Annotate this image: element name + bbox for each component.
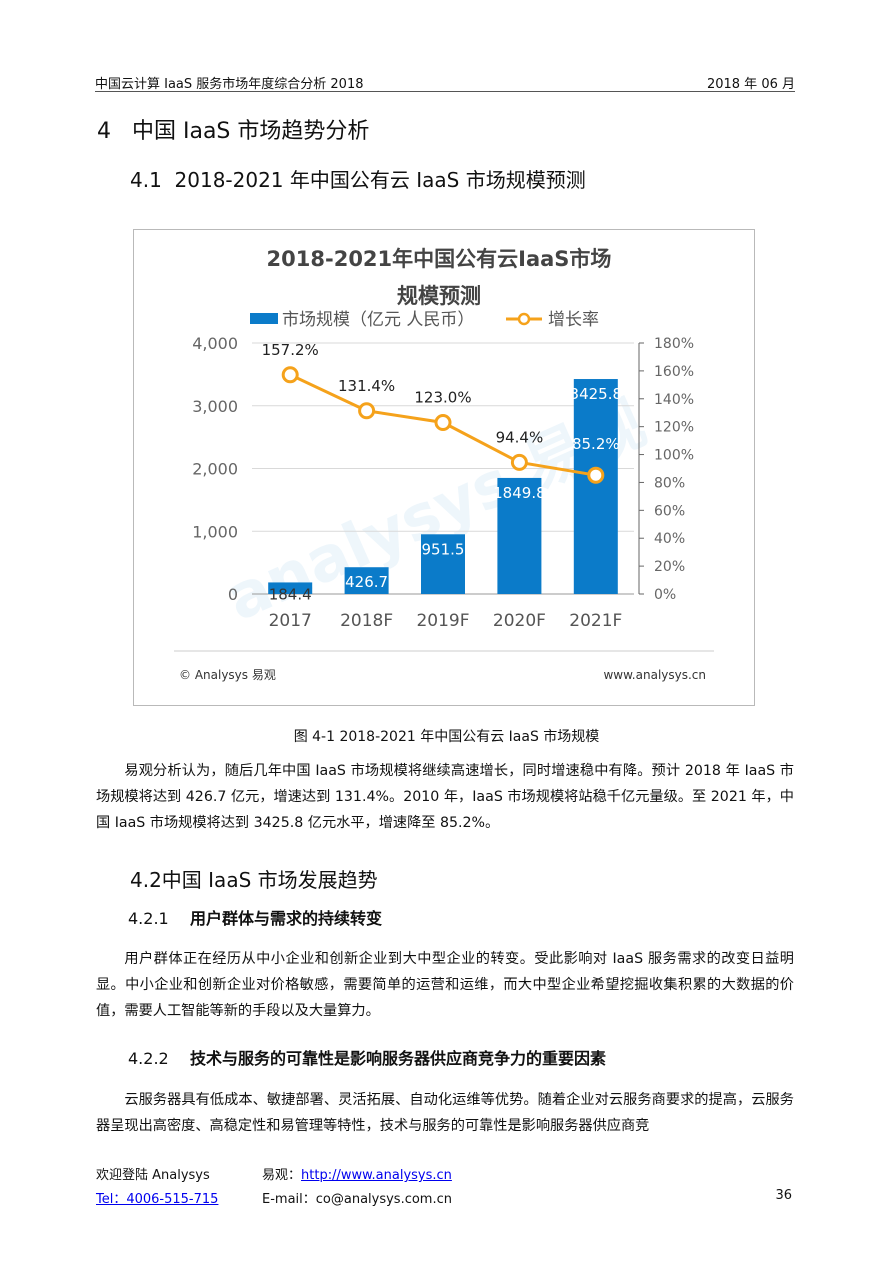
footer-website-label: 易观： bbox=[262, 1168, 302, 1183]
chart-source-right: www.analysys.cn bbox=[603, 668, 706, 682]
cloud-server-paragraph: 云服务器具有低成本、敏捷部署、灵活拓展、自动化运维等优势。随着企业对云服务商要求… bbox=[96, 1092, 794, 1134]
growth-rate-label: 85.2% bbox=[572, 435, 620, 453]
bar-value-label: 3425.8 bbox=[570, 385, 623, 403]
header-doc-title: 中国云计算 IaaS 服务市场年度综合分析 2018 bbox=[95, 77, 364, 92]
chart-title-line: 2018-2021年中国公有云IaaS市场 bbox=[267, 247, 612, 271]
bar-value-label: 184.4 bbox=[269, 585, 312, 603]
footer-phone-link[interactable]: Tel：4006-515-715 bbox=[96, 1192, 219, 1207]
section-number: 4.2.1 bbox=[128, 909, 169, 928]
y-left-tick-label: 0 bbox=[228, 585, 238, 604]
legend-bar-label: 市场规模（亿元 人民币） bbox=[282, 310, 474, 330]
bar-value-label: 951.5 bbox=[422, 540, 465, 558]
section-number: 4.2.2 bbox=[128, 1049, 169, 1068]
header-divider bbox=[95, 91, 795, 92]
x-tick-label: 2020F bbox=[493, 611, 546, 631]
growth-rate-label: 131.4% bbox=[338, 377, 395, 395]
y-right-tick-label: 100% bbox=[654, 448, 694, 464]
growth-rate-label: 123.0% bbox=[414, 388, 471, 406]
y-right-tick-label: 160% bbox=[654, 364, 694, 380]
bar bbox=[497, 477, 542, 594]
y-left-tick-label: 2,000 bbox=[192, 460, 238, 479]
legend-line-label: 增长率 bbox=[548, 310, 599, 330]
bar bbox=[268, 582, 313, 594]
page-number: 36 bbox=[775, 1188, 792, 1203]
section-4-1-heading: 4.1 2018-2021 年中国公有云 IaaS 市场规模预测 bbox=[130, 168, 586, 192]
y-left-tick-label: 4,000 bbox=[192, 334, 238, 353]
x-tick-label: 2018F bbox=[340, 611, 393, 631]
y-left-tick-label: 1,000 bbox=[192, 522, 238, 541]
x-tick-label: 2019F bbox=[416, 611, 469, 631]
bar-value-label: 1849.8 bbox=[493, 484, 546, 502]
y-right-tick-label: 0% bbox=[654, 587, 676, 603]
chart-figure: analysys 易观 2018-2021年中国公有云IaaS市场 规模预测 市场规模… bbox=[133, 229, 755, 706]
market-size-chart: analysys 易观2018-2021年中国公有云IaaS市场规模预测市场规模… bbox=[174, 247, 714, 682]
growth-rate-point bbox=[510, 453, 528, 471]
growth-rate-point bbox=[587, 466, 605, 484]
y-right-tick-label: 120% bbox=[654, 420, 694, 436]
footer-website: 易观：http://www.analysys.cn bbox=[262, 1164, 452, 1183]
y-left-tick-label: 3,000 bbox=[192, 397, 238, 416]
chart-source-left: © Analysys 易观 bbox=[179, 668, 276, 682]
legend-line-marker bbox=[517, 312, 531, 326]
bar bbox=[573, 379, 618, 594]
x-tick-label: 2021F bbox=[569, 611, 622, 631]
bar-value-label: 426.7 bbox=[345, 573, 388, 591]
y-right-tick-label: 20% bbox=[654, 559, 685, 575]
growth-rate-point bbox=[281, 366, 299, 384]
analysis-paragraph: 易观分析认为，随后几年中国 IaaS 市场规模将继续高速增长，同时增速稳中有降。… bbox=[96, 763, 794, 831]
section-4-2-2-heading: 4.2.2 技术与服务的可靠性是影响服务器供应商竞争力的重要因素 bbox=[128, 1045, 606, 1069]
y-right-tick-label: 60% bbox=[654, 503, 685, 519]
section-4-2-1-heading: 4.2.1 用户群体与需求的持续转变 bbox=[128, 905, 382, 929]
growth-rate-label: 94.4% bbox=[496, 428, 544, 446]
chart-title-line: 规模预测 bbox=[397, 284, 481, 308]
website-link[interactable]: http://www.analysys.cn bbox=[301, 1168, 452, 1183]
legend-bar-swatch bbox=[250, 313, 278, 324]
section-4-2-heading: 4.2中国 IaaS 市场发展趋势 bbox=[130, 868, 378, 892]
x-tick-label: 2017 bbox=[269, 611, 312, 631]
bar bbox=[344, 567, 389, 594]
y-right-tick-label: 40% bbox=[654, 531, 685, 547]
y-right-tick-label: 80% bbox=[654, 475, 685, 491]
bar bbox=[421, 534, 465, 594]
y-right-tick-label: 180% bbox=[654, 336, 694, 352]
footer-email: E-mail：co@analysys.com.cn bbox=[262, 1192, 452, 1207]
figure-caption: 图 4-1 2018-2021 年中国公有云 IaaS 市场规模 bbox=[293, 729, 600, 745]
section-4-heading: 4 中国 IaaS 市场趋势分析 bbox=[97, 119, 370, 144]
section-title: 技术与服务的可靠性是影响服务器供应商竞争力的重要因素 bbox=[190, 1049, 607, 1068]
user-shift-paragraph: 用户群体正在经历从中小企业和创新企业到大中型企业的转变。受此影响对 IaaS 服… bbox=[96, 951, 794, 1019]
growth-rate-point bbox=[434, 413, 452, 431]
header-date: 2018 年 06 月 bbox=[706, 77, 795, 92]
y-right-tick-label: 140% bbox=[654, 392, 694, 408]
growth-rate-label: 157.2% bbox=[262, 341, 319, 359]
growth-rate-point bbox=[358, 402, 376, 420]
section-title: 用户群体与需求的持续转变 bbox=[190, 909, 383, 928]
footer-welcome: 欢迎登陆 Analysys bbox=[96, 1168, 210, 1183]
